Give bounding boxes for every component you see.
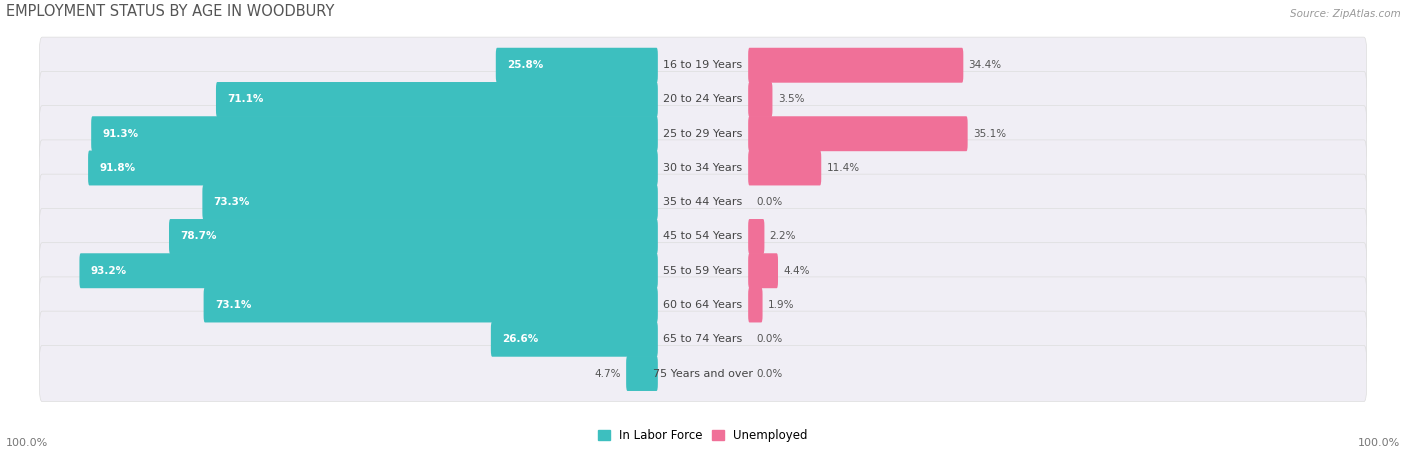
Text: 55 to 59 Years: 55 to 59 Years xyxy=(664,266,742,276)
Text: 100.0%: 100.0% xyxy=(1358,437,1400,448)
Text: 91.8%: 91.8% xyxy=(100,163,135,173)
FancyBboxPatch shape xyxy=(748,151,821,185)
Text: 25.8%: 25.8% xyxy=(508,60,543,70)
FancyBboxPatch shape xyxy=(39,208,1367,265)
Text: 4.4%: 4.4% xyxy=(783,266,810,276)
Text: 93.2%: 93.2% xyxy=(91,266,127,276)
Text: 73.1%: 73.1% xyxy=(215,300,252,310)
FancyBboxPatch shape xyxy=(217,82,658,117)
FancyBboxPatch shape xyxy=(39,37,1367,93)
FancyBboxPatch shape xyxy=(748,288,762,322)
Text: 25 to 29 Years: 25 to 29 Years xyxy=(664,129,742,139)
FancyBboxPatch shape xyxy=(39,311,1367,367)
Text: 20 to 24 Years: 20 to 24 Years xyxy=(664,94,742,105)
Text: 73.3%: 73.3% xyxy=(214,197,250,207)
Text: 4.7%: 4.7% xyxy=(595,368,621,378)
Text: 0.0%: 0.0% xyxy=(756,368,782,378)
Text: 11.4%: 11.4% xyxy=(827,163,859,173)
Text: 91.3%: 91.3% xyxy=(103,129,139,139)
Text: 1.9%: 1.9% xyxy=(768,300,794,310)
FancyBboxPatch shape xyxy=(39,71,1367,128)
FancyBboxPatch shape xyxy=(39,174,1367,230)
FancyBboxPatch shape xyxy=(39,277,1367,333)
FancyBboxPatch shape xyxy=(39,243,1367,299)
FancyBboxPatch shape xyxy=(169,219,658,254)
FancyBboxPatch shape xyxy=(748,48,963,83)
Legend: In Labor Force, Unemployed: In Labor Force, Unemployed xyxy=(593,425,813,447)
Text: EMPLOYMENT STATUS BY AGE IN WOODBURY: EMPLOYMENT STATUS BY AGE IN WOODBURY xyxy=(6,5,335,19)
Text: 16 to 19 Years: 16 to 19 Years xyxy=(664,60,742,70)
FancyBboxPatch shape xyxy=(202,185,658,220)
FancyBboxPatch shape xyxy=(39,106,1367,162)
Text: 35.1%: 35.1% xyxy=(973,129,1007,139)
Text: 26.6%: 26.6% xyxy=(502,334,538,344)
Text: Source: ZipAtlas.com: Source: ZipAtlas.com xyxy=(1289,9,1400,19)
FancyBboxPatch shape xyxy=(89,151,658,185)
Text: 75 Years and over: 75 Years and over xyxy=(652,368,754,378)
Text: 35 to 44 Years: 35 to 44 Years xyxy=(664,197,742,207)
Text: 78.7%: 78.7% xyxy=(180,231,217,241)
FancyBboxPatch shape xyxy=(626,356,658,391)
Text: 2.2%: 2.2% xyxy=(769,231,796,241)
FancyBboxPatch shape xyxy=(748,116,967,151)
Text: 3.5%: 3.5% xyxy=(778,94,804,105)
FancyBboxPatch shape xyxy=(748,82,772,117)
FancyBboxPatch shape xyxy=(91,116,658,151)
Text: 30 to 34 Years: 30 to 34 Years xyxy=(664,163,742,173)
Text: 71.1%: 71.1% xyxy=(228,94,264,105)
FancyBboxPatch shape xyxy=(39,140,1367,196)
Text: 45 to 54 Years: 45 to 54 Years xyxy=(664,231,742,241)
FancyBboxPatch shape xyxy=(204,288,658,322)
FancyBboxPatch shape xyxy=(80,253,658,288)
FancyBboxPatch shape xyxy=(39,345,1367,401)
Text: 0.0%: 0.0% xyxy=(756,334,782,344)
Text: 34.4%: 34.4% xyxy=(969,60,1001,70)
Text: 65 to 74 Years: 65 to 74 Years xyxy=(664,334,742,344)
Text: 100.0%: 100.0% xyxy=(6,437,48,448)
FancyBboxPatch shape xyxy=(491,322,658,357)
FancyBboxPatch shape xyxy=(748,253,778,288)
Text: 0.0%: 0.0% xyxy=(756,197,782,207)
FancyBboxPatch shape xyxy=(496,48,658,83)
FancyBboxPatch shape xyxy=(748,219,765,254)
Text: 60 to 64 Years: 60 to 64 Years xyxy=(664,300,742,310)
